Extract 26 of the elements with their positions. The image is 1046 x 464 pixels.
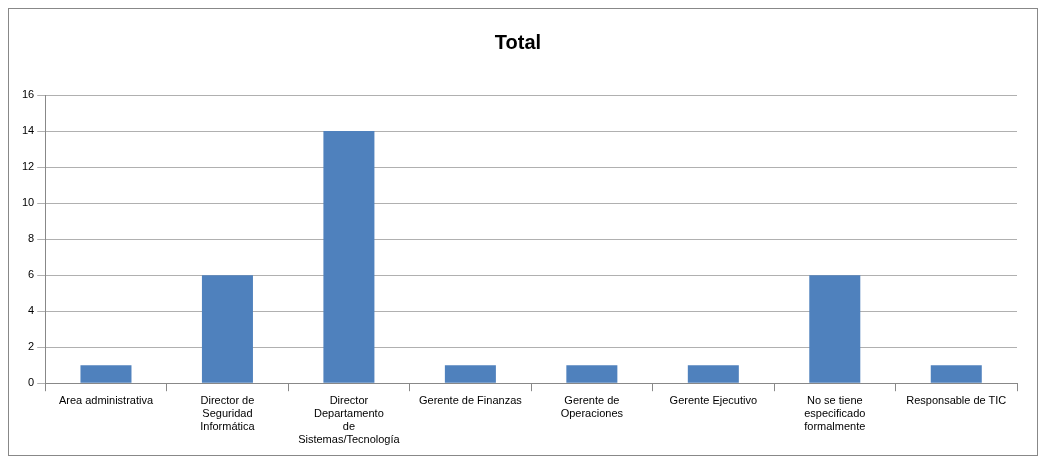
y-tick-label: 2: [28, 340, 35, 353]
x-tick-label: Director Departamento de Sistemas/Tecnología: [298, 393, 401, 446]
y-tick-label: 16: [21, 88, 35, 101]
bar: [566, 365, 618, 383]
y-tick-label: 6: [28, 268, 35, 281]
chart-title: Total: [494, 30, 542, 53]
y-tick-label: 14: [21, 124, 35, 137]
x-tick-label: Area administrativa: [58, 393, 154, 406]
bar: [444, 365, 496, 383]
y-tick-label: 12: [21, 160, 35, 173]
bar: [687, 365, 739, 383]
y-tick-label: 0: [28, 376, 35, 389]
bar: [930, 365, 982, 383]
bar: [809, 275, 861, 383]
y-tick-label: 8: [28, 232, 35, 245]
bar: [323, 131, 375, 383]
bar: [201, 275, 253, 383]
x-tick-label: Gerente de Operaciones: [560, 393, 624, 420]
x-tick-label: Director de Seguridad Informática: [200, 393, 256, 433]
x-tick-label: Gerente de Finanzas: [419, 393, 523, 406]
bar: [80, 365, 132, 383]
x-tick-label: No se tiene especificado formalmente: [804, 393, 866, 433]
y-tick-label: 10: [21, 196, 35, 209]
x-tick-label: Gerente Ejecutivo: [669, 393, 758, 406]
y-tick-label: 4: [28, 304, 35, 317]
x-tick-label: Responsable de TIC: [906, 393, 1007, 406]
